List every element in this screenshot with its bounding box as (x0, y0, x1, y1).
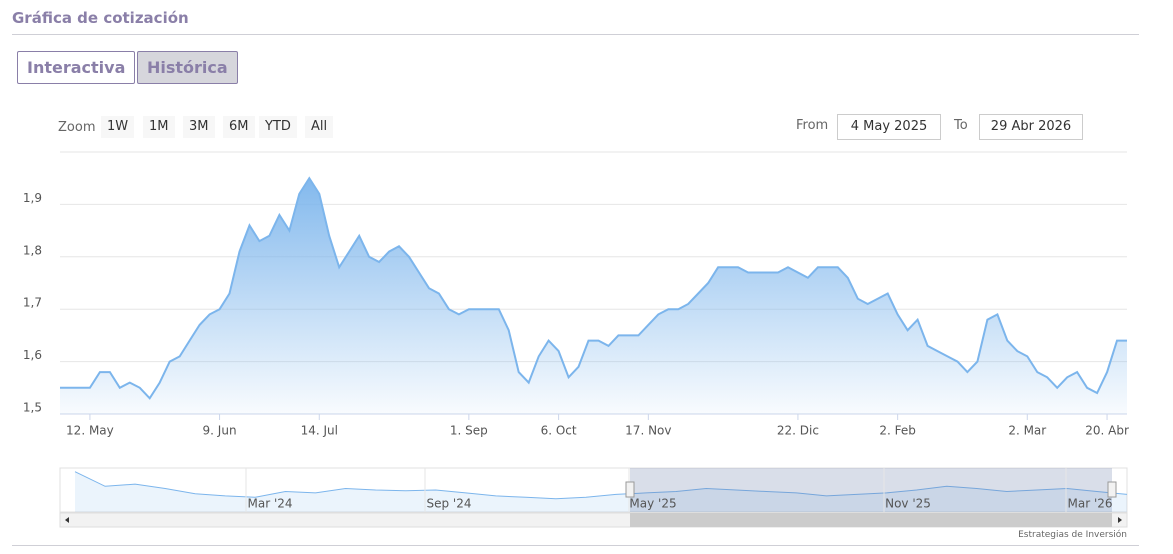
zoom-button[interactable]: YTD (259, 116, 297, 138)
zoom-button[interactable]: 6M (223, 116, 255, 138)
y-tick-label: 1,7 (23, 296, 42, 310)
navigator-label: Nov '25 (885, 497, 931, 511)
y-tick-label: 1,9 (23, 191, 42, 205)
navigator-label: Mar '24 (247, 497, 292, 511)
navigator-label: Sep '24 (427, 497, 472, 511)
y-tick-label: 1,6 (23, 348, 42, 362)
to-label: To (954, 118, 968, 133)
navigator-label: May '25 (629, 497, 676, 511)
price-line (60, 176, 1127, 400)
zoom-button[interactable]: 3M (183, 116, 215, 138)
navigator-line (74, 471, 1128, 500)
navigator-window (630, 468, 1112, 512)
section-title: Gráfica de cotización (12, 9, 189, 27)
scroll-left[interactable] (65, 517, 69, 523)
zoom-button[interactable]: All (305, 116, 334, 138)
x-tick-label: 22. Dic (777, 424, 819, 438)
navigator-handle[interactable] (625, 481, 635, 498)
divider (12, 545, 1139, 546)
zoom-button[interactable]: 1M (143, 116, 175, 138)
navigator-handle[interactable] (1107, 481, 1117, 498)
y-tick-label: 1,5 (23, 401, 42, 415)
from-input[interactable]: 4 May 2025 (837, 114, 941, 140)
x-tick-label: 9. Jun (203, 424, 237, 438)
x-tick-label: 6. Oct (541, 424, 577, 438)
zoom-button[interactable]: 1W (101, 116, 135, 138)
zoom-label: Zoom (58, 120, 96, 135)
x-tick-label: 20. Abr (1085, 424, 1129, 438)
y-tick-label: 1,8 (23, 243, 42, 257)
navigator-label: Mar '26 (1067, 497, 1112, 511)
x-tick-label: 2. Mar (1008, 424, 1046, 438)
to-input[interactable]: 29 Abr 2026 (979, 114, 1083, 140)
tab[interactable]: Interactiva (17, 51, 136, 84)
area-fill (60, 178, 1127, 414)
x-tick-label: 14. Jul (301, 424, 338, 438)
x-tick-label: 12. May (66, 424, 114, 438)
x-tick-label: 1. Sep (450, 424, 488, 438)
x-tick-label: 2. Feb (879, 424, 916, 438)
scrollbar-thumb[interactable] (630, 513, 1112, 527)
tab[interactable]: Histórica (137, 51, 238, 84)
scroll-right[interactable] (1118, 517, 1122, 523)
credit: Estrategias de Inversión (1018, 530, 1127, 540)
x-tick-label: 17. Nov (625, 424, 671, 438)
from-label: From (796, 118, 829, 133)
divider (12, 34, 1139, 35)
navigator-area (75, 471, 1127, 512)
navigator-bg (59, 467, 1128, 513)
